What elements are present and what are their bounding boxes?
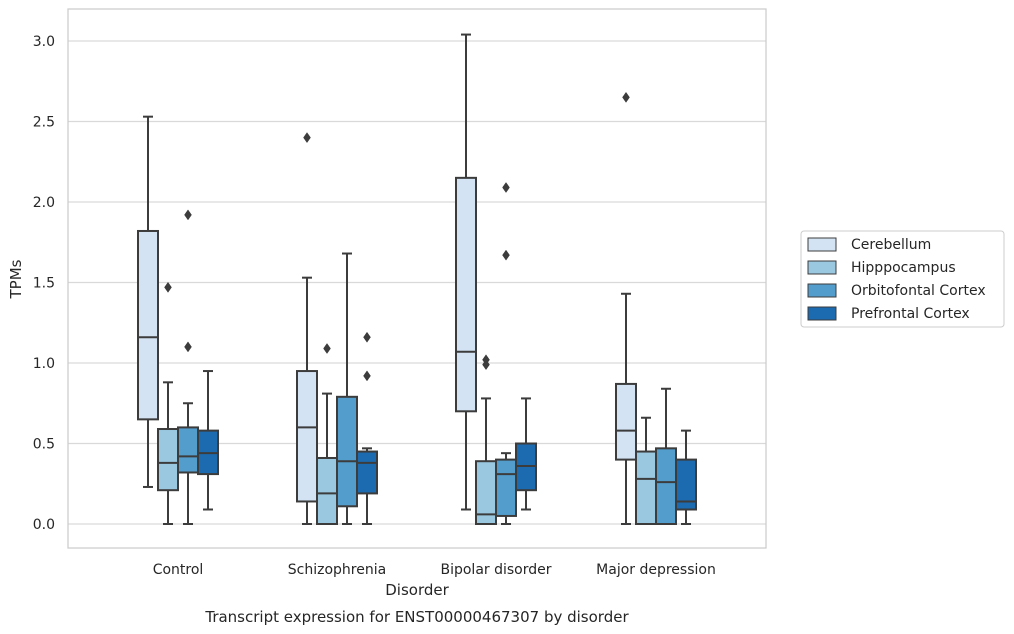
y-tick-label: 0.0 — [33, 517, 55, 533]
box-hipppocampus-3 — [635, 416, 657, 525]
outlier-point — [363, 370, 371, 382]
box-cerebellum-0 — [137, 115, 159, 488]
x-axis-title: Disorder — [385, 581, 449, 599]
y-tick-label: 2.0 — [33, 195, 55, 211]
x-tick-label: Major depression — [596, 562, 716, 578]
y-tick-labels: 0.0 0.5 1.0 1.5 2.0 2.5 3.0 — [33, 34, 55, 533]
outlier-point — [622, 91, 630, 103]
box-hipppocampus-1 — [316, 343, 338, 525]
box-body — [157, 428, 179, 492]
outlier-point — [363, 331, 371, 343]
legend-swatch — [807, 260, 837, 275]
legend-swatch — [807, 306, 837, 321]
box-body — [336, 395, 358, 508]
legend: Cerebellum Hipppocampus Orbitofontal Corte… — [800, 230, 1005, 328]
legend-label: Orbitofontal Cortex — [851, 283, 986, 299]
box-body — [495, 458, 517, 517]
legend-swatch — [807, 237, 837, 252]
outlier-point — [303, 132, 311, 144]
box-prefrontal-cortex-0 — [197, 370, 219, 511]
y-axis-title: TPMs — [7, 259, 25, 299]
box-body — [635, 450, 657, 525]
box-body — [655, 447, 677, 525]
box-body — [455, 176, 477, 413]
boxes-layer — [137, 33, 697, 525]
box-prefrontal-cortex-3 — [675, 429, 697, 525]
legend-frame — [800, 230, 1005, 328]
y-tick-label: 2.5 — [33, 115, 55, 131]
box-body — [675, 458, 697, 511]
y-tick-label: 1.5 — [33, 276, 55, 292]
box-prefrontal-cortex-2 — [515, 397, 537, 511]
box-body — [296, 370, 318, 503]
x-tick-label: Bipolar disorder — [440, 562, 551, 578]
box-cerebellum-2 — [455, 33, 477, 511]
outlier-point — [184, 209, 192, 221]
y-tick-label: 0.5 — [33, 437, 55, 453]
box-orbitofontal-cortex-1 — [336, 252, 358, 525]
x-tick-labels: Control Schizophrenia Bipolar disorder Majo… — [153, 562, 716, 578]
outlier-point — [323, 343, 331, 354]
legend-swatch — [807, 283, 837, 298]
y-tick-label: 1.0 — [33, 356, 55, 372]
outlier-point — [164, 281, 172, 293]
legend-label: Prefrontal Cortex — [851, 306, 970, 322]
box-body — [615, 382, 637, 461]
box-orbitofontal-cortex-2 — [495, 182, 517, 525]
x-tick-label: Control — [153, 562, 204, 578]
outlier-point — [184, 341, 192, 353]
legend-label: Cerebellum — [851, 237, 931, 253]
outlier-point — [482, 354, 490, 366]
box-hipppocampus-0 — [157, 281, 179, 525]
x-tick-label: Schizophrenia — [288, 562, 386, 578]
legend-label: Hipppocampus — [851, 260, 956, 276]
outlier-point — [502, 182, 510, 193]
box-orbitofontal-cortex-3 — [655, 387, 677, 525]
box-orbitofontal-cortex-0 — [177, 209, 199, 525]
box-body — [356, 450, 378, 495]
box-cerebellum-1 — [296, 132, 318, 525]
box-body — [177, 426, 199, 474]
box-cerebellum-3 — [615, 91, 637, 525]
box-body — [316, 456, 338, 525]
plot-frame — [67, 8, 767, 549]
box-prefrontal-cortex-1 — [356, 331, 378, 525]
y-tick-label: 3.0 — [33, 34, 55, 50]
chart-caption: Transcript expression for ENST0000046730… — [204, 608, 629, 626]
box-hipppocampus-2 — [475, 354, 497, 525]
outlier-point — [502, 249, 510, 261]
box-body — [137, 229, 159, 421]
